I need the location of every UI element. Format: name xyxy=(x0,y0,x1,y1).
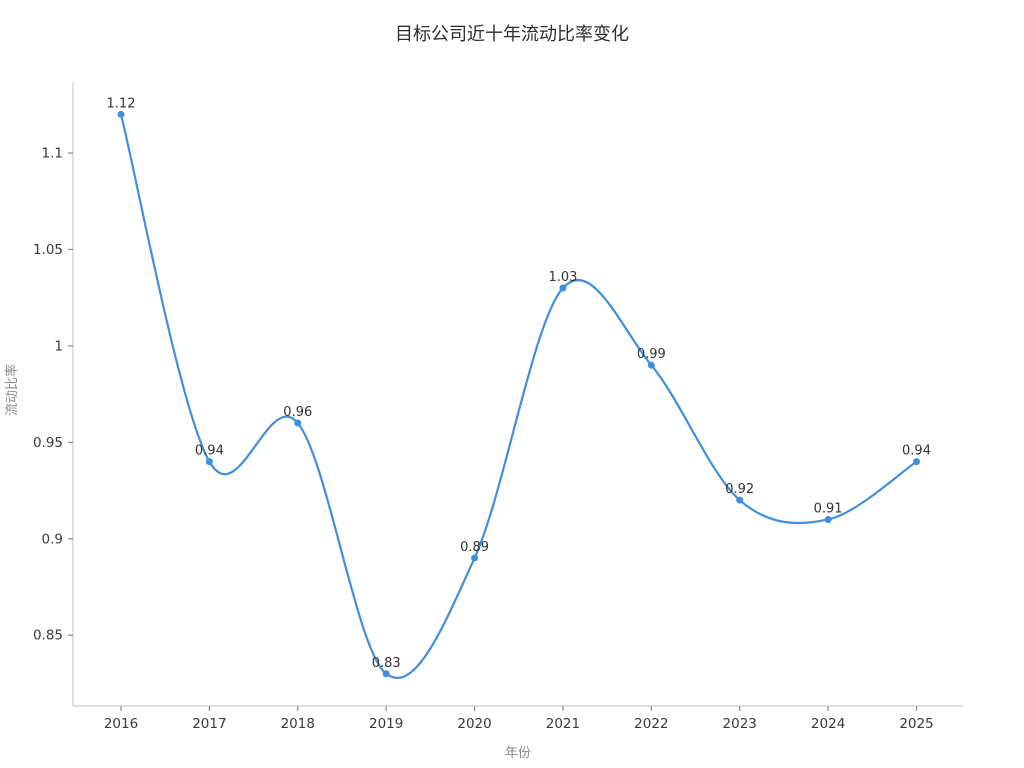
data-point-label: 0.96 xyxy=(283,405,312,420)
data-point-label: 0.91 xyxy=(814,501,843,516)
data-point xyxy=(824,515,832,523)
x-tick-label: 2019 xyxy=(369,716,403,732)
y-tick-label: 1.1 xyxy=(42,145,63,161)
x-tick-label: 2018 xyxy=(281,716,315,732)
data-point-label: 0.89 xyxy=(460,540,489,555)
line-series: 1.12 0.94 0.96 0.83 0.89 1.03 0.99 0.92 0.91 0.94 xyxy=(107,96,931,679)
y-tick-label: 0.9 xyxy=(42,531,63,547)
x-tick-label: 2020 xyxy=(457,716,491,732)
axes: 0.85 0.9 0.95 1 1.05 1.1 2016 2017 2018 2019 2020 2… xyxy=(33,82,963,732)
x-tick-label: 2021 xyxy=(546,716,580,732)
x-tick-label: 2023 xyxy=(723,716,757,732)
data-point xyxy=(647,361,655,369)
data-point-label: 0.83 xyxy=(372,656,401,671)
x-tick-label: 2025 xyxy=(899,716,933,732)
data-point xyxy=(736,496,744,504)
data-point xyxy=(559,284,567,292)
series-line xyxy=(119,113,918,679)
x-tick-label: 2017 xyxy=(192,716,226,732)
data-point-label: 0.94 xyxy=(902,444,931,459)
y-tick-label: 0.95 xyxy=(33,435,63,451)
data-point xyxy=(382,670,390,678)
y-axis-title: 流动比率 xyxy=(4,364,20,416)
chart-title: 目标公司近十年流动比率变化 xyxy=(395,24,629,45)
x-tick-label: 2024 xyxy=(811,716,845,732)
x-tick-label: 2022 xyxy=(634,716,668,732)
data-point-label: 1.03 xyxy=(548,270,577,285)
data-point-label: 0.94 xyxy=(195,444,224,459)
y-tick-label: 1.05 xyxy=(33,242,63,258)
data-point-label: 1.12 xyxy=(107,96,136,111)
data-point xyxy=(913,458,920,466)
x-axis-title: 年份 xyxy=(505,746,531,761)
data-point xyxy=(294,419,302,427)
x-tick-label: 2016 xyxy=(104,716,138,732)
y-tick-label: 0.85 xyxy=(33,628,63,644)
y-tick-label: 1 xyxy=(54,338,63,354)
data-point xyxy=(205,458,213,466)
data-point-label: 0.99 xyxy=(637,347,666,362)
data-point-label: 0.92 xyxy=(725,482,754,497)
data-point xyxy=(117,110,125,118)
data-point xyxy=(471,554,479,562)
